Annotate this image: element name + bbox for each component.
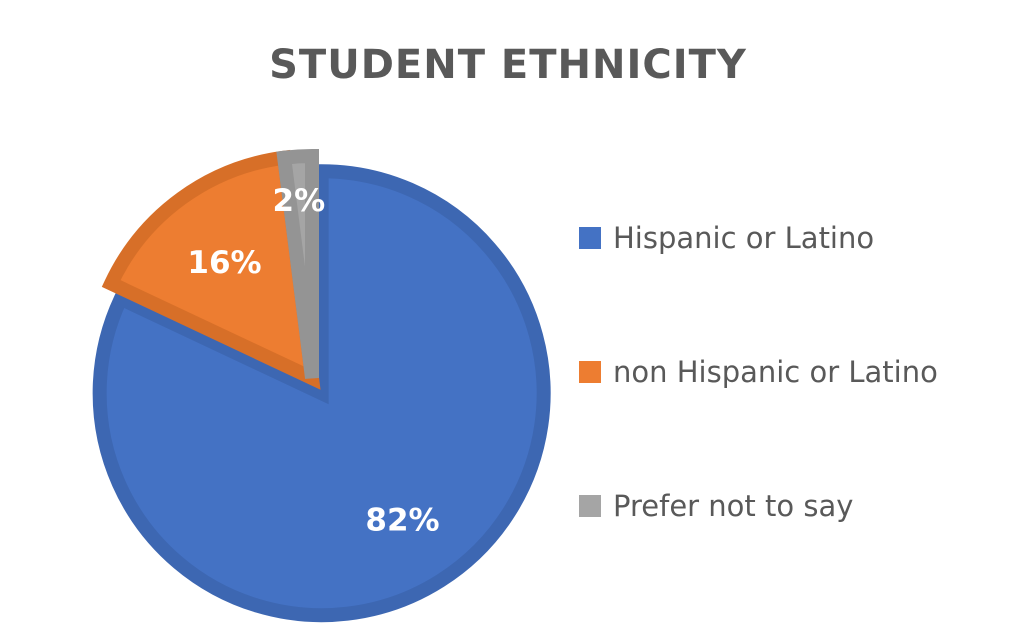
legend-item-hispanic-or-latino: Hispanic or Latino — [579, 221, 874, 255]
legend-swatch-non-hispanic-or-latino — [579, 361, 601, 383]
pie-slice-non-hispanic-or-latino — [101, 149, 321, 390]
pie-slice-prefer-not-to-say — [276, 148, 319, 379]
legend-item-prefer-not-to-say: Prefer not to say — [579, 489, 853, 523]
legend-swatch-prefer-not-to-say — [579, 495, 601, 517]
legend-label-hispanic-or-latino: Hispanic or Latino — [613, 221, 874, 255]
legend-label-prefer-not-to-say: Prefer not to say — [613, 489, 853, 523]
legend: Hispanic or Latino non Hispanic or Latino… — [579, 221, 938, 523]
data-label-hispanic-or-latino: 82% — [365, 503, 439, 539]
data-label-non-hispanic-or-latino: 16% — [187, 245, 261, 281]
pie-data-labels: 82% 16% 2% — [187, 183, 439, 539]
legend-item-non-hispanic-or-latino: non Hispanic or Latino — [579, 355, 938, 389]
chart-title: STUDENT ETHNICITY — [269, 42, 747, 88]
data-label-prefer-not-to-say: 2% — [273, 183, 326, 219]
pie-slice-hispanic-or-latino — [92, 164, 551, 623]
legend-swatch-hispanic-or-latino — [579, 227, 601, 249]
legend-label-non-hispanic-or-latino: non Hispanic or Latino — [613, 355, 938, 389]
pie-slices — [92, 148, 551, 623]
